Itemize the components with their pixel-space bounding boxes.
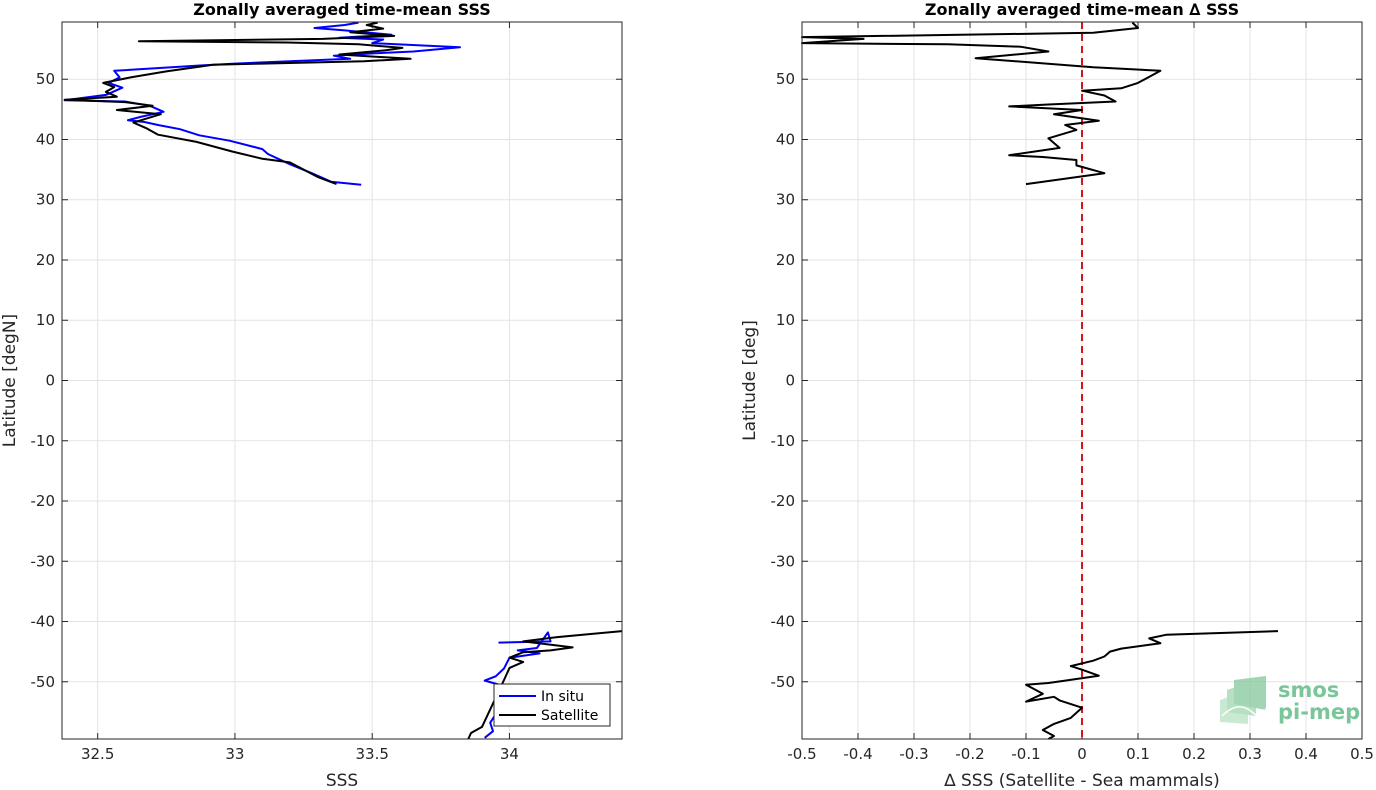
legend-box bbox=[493, 683, 611, 727]
left-chart: 32.5 33 33.5 34 50 40 30 20 10 0 -10 -20 -30 -40 -50 Z… bbox=[0, 0, 623, 790]
series-line-satellite bbox=[63, 21, 412, 186]
legend: In situ Satellite bbox=[493, 683, 611, 727]
y-tick-label: -30 bbox=[771, 552, 796, 570]
series-line-satellite bbox=[467, 630, 623, 740]
y-tick-label: 50 bbox=[36, 70, 55, 88]
left-plot-frame bbox=[61, 21, 623, 740]
y-tick-label: 10 bbox=[776, 311, 795, 329]
y-tick-label: -20 bbox=[31, 492, 56, 510]
logo-mark-icon bbox=[1220, 676, 1267, 724]
x-tick-label: 32.5 bbox=[81, 745, 114, 763]
series-line-delta-sss bbox=[801, 21, 1162, 186]
y-tick-label: -50 bbox=[31, 673, 56, 691]
y-tick-label: 50 bbox=[776, 70, 795, 88]
x-tick-label: 33 bbox=[225, 745, 244, 763]
y-tick-label: -50 bbox=[771, 673, 796, 691]
legend-label-in-situ: In situ bbox=[541, 689, 584, 705]
y-tick-label: -40 bbox=[771, 613, 796, 631]
left-grid bbox=[62, 22, 622, 739]
y-tick-label: 0 bbox=[785, 372, 795, 390]
y-tick-label: -10 bbox=[771, 432, 796, 450]
right-series bbox=[801, 21, 1279, 740]
series-line-delta-sss bbox=[1025, 630, 1279, 740]
y-tick-label: -20 bbox=[771, 492, 796, 510]
y-tick-label: 20 bbox=[776, 251, 795, 269]
x-tick-label: 0.1 bbox=[1126, 745, 1150, 763]
series-line-in-situ bbox=[63, 21, 461, 186]
left-chart-title: Zonally averaged time-mean SSS bbox=[193, 0, 491, 19]
x-tick-label: 0.3 bbox=[1238, 745, 1262, 763]
right-chart-title: Zonally averaged time-mean ∆ SSS bbox=[925, 0, 1239, 19]
logo-text-pi-mep: pi-mep bbox=[1278, 700, 1360, 724]
x-tick-label: -0.1 bbox=[1011, 745, 1040, 763]
left-y-axis-label: Latitude [degN] bbox=[0, 314, 20, 447]
x-tick-label: -0.2 bbox=[955, 745, 984, 763]
y-tick-label: 10 bbox=[36, 311, 55, 329]
right-chart: -0.5 -0.4 -0.3 -0.2 -0.1 0 0.1 0.2 0.3 0.4 0.5 50 40… bbox=[740, 0, 1374, 790]
right-x-axis-label: ∆ SSS (Satellite - Sea mammals) bbox=[943, 771, 1220, 790]
right-plot-frame bbox=[801, 21, 1363, 740]
x-tick-label: -0.4 bbox=[843, 745, 872, 763]
y-tick-label: 30 bbox=[36, 191, 55, 209]
y-tick-label: 0 bbox=[45, 372, 55, 390]
x-tick-label: -0.3 bbox=[899, 745, 928, 763]
left-series bbox=[63, 21, 623, 740]
right-ticks: -0.5 -0.4 -0.3 -0.2 -0.1 0 0.1 0.2 0.3 0.4 0.5 50 40… bbox=[771, 22, 1374, 763]
y-tick-label: 40 bbox=[36, 130, 55, 148]
y-tick-label: -10 bbox=[31, 432, 56, 450]
x-tick-label: 0.5 bbox=[1350, 745, 1374, 763]
y-tick-label: 30 bbox=[776, 191, 795, 209]
y-tick-label: -30 bbox=[31, 552, 56, 570]
logo-text-smos: smos bbox=[1278, 678, 1339, 702]
legend-label-satellite: Satellite bbox=[541, 708, 598, 724]
right-grid bbox=[801, 22, 1363, 739]
left-ticks: 32.5 33 33.5 34 50 40 30 20 10 0 -10 -20 -30 -40 -50 bbox=[31, 22, 622, 763]
left-x-axis-label: SSS bbox=[326, 771, 358, 790]
smos-pi-mep-logo: smos pi-mep bbox=[1220, 676, 1360, 724]
x-tick-label: 0.2 bbox=[1182, 745, 1206, 763]
y-tick-label: 20 bbox=[36, 251, 55, 269]
x-tick-label: 0.4 bbox=[1294, 745, 1318, 763]
x-tick-label: 34 bbox=[500, 745, 519, 763]
x-tick-label: 0 bbox=[1077, 745, 1087, 763]
y-tick-label: 40 bbox=[776, 130, 795, 148]
right-y-axis-label: Latitude [deg] bbox=[740, 320, 760, 441]
x-tick-label: 33.5 bbox=[355, 745, 388, 763]
x-tick-label: -0.5 bbox=[787, 745, 816, 763]
y-tick-label: -40 bbox=[31, 613, 56, 631]
